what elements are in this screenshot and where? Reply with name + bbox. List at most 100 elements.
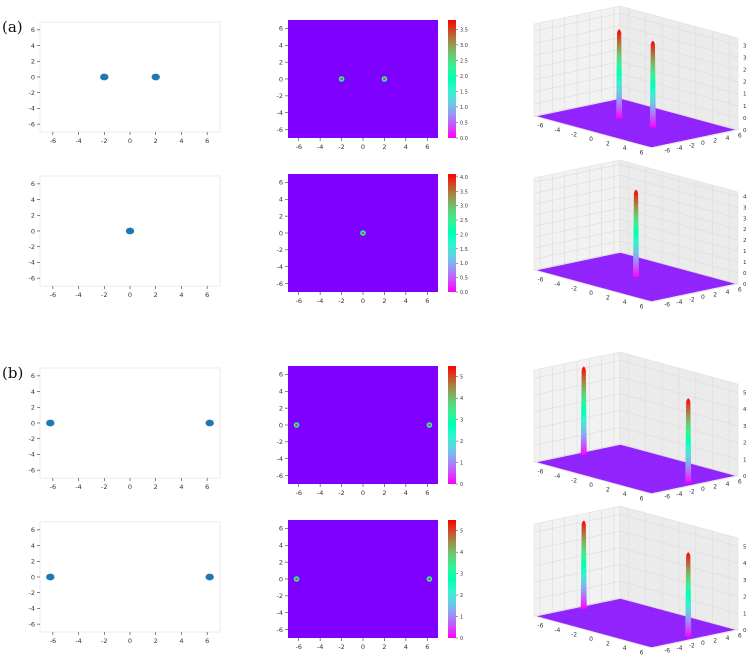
y-tick-label: -6 [277, 280, 283, 288]
z-tick-label: 1.5 [743, 92, 747, 98]
heatmap-spot-core [383, 77, 386, 81]
x-tick-label: -2 [101, 483, 107, 491]
colorbar [448, 20, 456, 138]
scatter-plot: -6 -4 -2 0 2 4 6 -6 -4 -2 0 2 4 6 [29, 521, 221, 645]
y-tick-label: -6 [29, 120, 35, 128]
wall-grid-z [533, 229, 739, 263]
y-tick-label: 6 [31, 180, 35, 188]
y-tick-label: 6 [279, 25, 283, 33]
x-tick-label: 0 [361, 643, 365, 651]
heatmap-area [288, 520, 438, 638]
z-tick-label: 3 [743, 578, 747, 584]
y-tick-label: 4 [726, 481, 730, 488]
y-tick-label: -4 [676, 299, 682, 306]
y-tick-label: 0 [279, 229, 283, 237]
scatter-plot: -6 -4 -2 0 2 4 6 -6 -4 -2 0 2 4 6 [29, 21, 221, 145]
y-tick-label: 6 [738, 632, 742, 639]
y-tick-label: -6 [29, 274, 35, 282]
heatmap-plot: -6 -4 -2 0 2 4 6 -6 -4 -2 0 2 4 6 0 1 2 3 4 5 [277, 366, 463, 497]
heatmap-area [288, 20, 438, 138]
x-tick-label: 2 [382, 143, 386, 151]
colorbar-tick-label: 3 [460, 418, 463, 424]
y-tick-label: -2 [29, 243, 35, 251]
z-tick-label: 2.0 [743, 238, 747, 244]
surface-peak [633, 189, 639, 277]
y-tick-label: 0 [701, 640, 705, 647]
wall-grid-z [533, 251, 739, 285]
x-tick-label: -6 [50, 137, 56, 145]
colorbar-tick-label: 4.0 [460, 175, 468, 181]
plot-area [39, 521, 221, 633]
wall-grid-z [533, 360, 739, 393]
z-tick-label: 4.0 [743, 194, 747, 200]
y-tick-label: 4 [31, 542, 35, 550]
x-tick-label: -2 [338, 643, 344, 651]
y-tick-label: -4 [277, 263, 283, 271]
x-tick-label: -6 [295, 143, 301, 151]
y-tick-label: 4 [31, 196, 35, 204]
colorbar-tick-label: 0.5 [460, 276, 468, 282]
x-tick-label: 0 [128, 483, 132, 491]
wall-grid-z [533, 376, 739, 410]
colorbar-tick-label: 0.5 [460, 120, 468, 126]
y-tick-label: 2 [31, 58, 35, 66]
x-tick-label: 0 [128, 637, 132, 645]
colorbar-tick-label: 1.5 [460, 247, 468, 253]
y-tick-label: -2 [277, 438, 283, 446]
x-tick-label: 4 [623, 145, 627, 152]
x-tick-label: -2 [101, 137, 107, 145]
y-tick-label: -4 [676, 491, 682, 498]
surface-peak [685, 398, 692, 484]
x-tick-label: -2 [571, 285, 577, 292]
x-tick-label: 6 [205, 137, 209, 145]
surface-sheet [536, 98, 736, 148]
x-tick-label: 0 [589, 290, 593, 297]
y-tick-label: -4 [277, 609, 283, 617]
x-tick-label: 4 [404, 489, 408, 497]
colorbar-tick-label: 4 [460, 550, 463, 556]
x-tick-label: -4 [554, 473, 560, 480]
x-tick-label: -4 [554, 627, 560, 634]
x-tick-label: -2 [101, 291, 107, 299]
colorbar [448, 366, 456, 484]
colorbar-tick-label: 1.0 [460, 105, 468, 111]
x-tick-label: 0 [128, 291, 132, 299]
colorbar-tick-label: 1 [460, 615, 463, 621]
wall-grid-z [533, 13, 739, 46]
y-tick-label: 6 [31, 372, 35, 380]
y-tick-label: -4 [29, 605, 35, 613]
y-tick-label: -2 [689, 297, 695, 304]
z-tick-label: 1.0 [743, 260, 747, 266]
y-tick-label: 6 [279, 371, 283, 379]
colorbar-tick-label: 0 [460, 636, 463, 642]
y-tick-label: 0 [279, 75, 283, 83]
x-tick-label: -4 [317, 297, 323, 305]
x-tick-label: 4 [623, 645, 627, 652]
y-tick-label: 0 [31, 573, 35, 581]
x-tick-label: 4 [179, 483, 183, 491]
z-tick-label: 0 [743, 474, 747, 480]
x-tick-label: -6 [537, 622, 543, 629]
x-tick-label: -4 [317, 489, 323, 497]
x-tick-label: 6 [640, 304, 644, 311]
z-tick-label: 0.0 [743, 282, 747, 288]
x-tick-label: 2 [606, 141, 610, 148]
x-tick-label: -2 [338, 297, 344, 305]
y-tick-label: 2 [713, 137, 717, 144]
z-tick-label: 2.5 [743, 227, 747, 233]
y-tick-label: -2 [689, 143, 695, 150]
z-tick-label: 4 [743, 407, 747, 413]
x-tick-label: 2 [382, 297, 386, 305]
colorbar-tick-label: 0.0 [460, 290, 468, 296]
y-tick-label: -2 [29, 435, 35, 443]
colorbar-tick-label: 2.5 [460, 218, 468, 224]
surface-peak [580, 520, 587, 609]
heatmap-spot-core [295, 423, 298, 427]
y-tick-label: 4 [31, 42, 35, 50]
y-tick-label: -6 [664, 494, 670, 501]
wall-grid-z [533, 164, 739, 197]
y-tick-label: 4 [279, 196, 283, 204]
colorbar-tick-label: 1 [460, 461, 463, 467]
scatter-point [46, 419, 55, 427]
